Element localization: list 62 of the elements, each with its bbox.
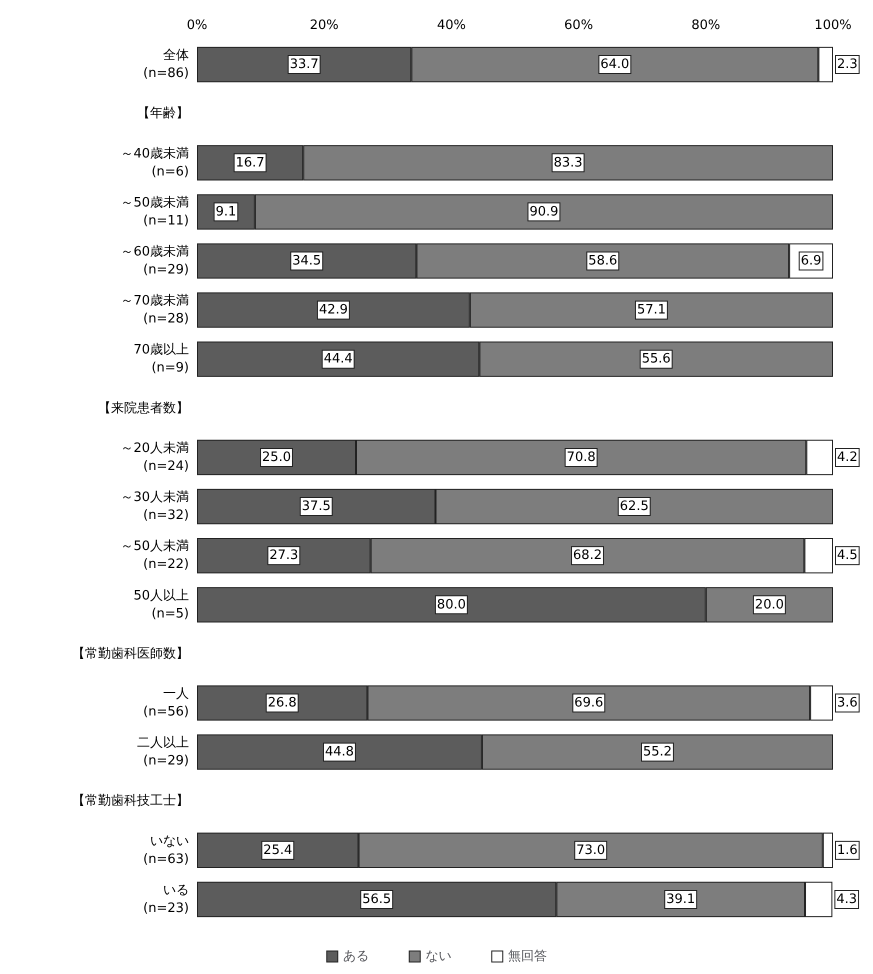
legend-label: ない <box>425 949 452 964</box>
data-label: 58.6 <box>588 254 618 268</box>
y-tick-label: 【年齢】 <box>137 106 189 122</box>
data-label: 20.0 <box>754 597 784 612</box>
x-tick-label: 60% <box>564 18 594 33</box>
data-label: 68.2 <box>573 548 602 564</box>
data-label: 73.0 <box>576 842 606 858</box>
data-label: 4.3 <box>836 892 858 907</box>
y-tick-label: 一人 (n=56) <box>143 686 189 720</box>
data-label: 83.3 <box>554 155 583 170</box>
y-tick-label: 70歳以上 (n=9) <box>133 342 189 376</box>
data-label: 6.9 <box>800 254 822 268</box>
data-label: 34.5 <box>292 254 322 268</box>
data-label: 70.8 <box>566 450 596 465</box>
legend-label: 無回答 <box>508 949 547 964</box>
data-label: 33.7 <box>290 57 319 72</box>
data-label: 64.0 <box>600 57 630 72</box>
data-label: 55.2 <box>642 744 672 760</box>
data-label: 57.1 <box>636 302 666 318</box>
data-label: 3.6 <box>837 696 858 710</box>
x-tick-label: 40% <box>436 18 466 33</box>
data-label: 55.6 <box>642 352 671 367</box>
data-label: 62.5 <box>620 499 649 514</box>
y-tick-label: ～60歳未満 (n=29) <box>120 244 189 278</box>
y-tick-label: ～50人未満 (n=22) <box>120 539 189 572</box>
data-label: 39.1 <box>666 892 696 907</box>
x-tick-label: 20% <box>310 18 339 33</box>
data-label: 80.0 <box>436 597 466 612</box>
data-label: 42.9 <box>318 302 348 318</box>
data-label: 56.5 <box>362 892 392 907</box>
data-label: 2.3 <box>837 57 858 72</box>
data-label: 44.8 <box>324 744 354 760</box>
x-tick-label: 0% <box>186 18 208 33</box>
x-tick-label: 80% <box>691 18 720 33</box>
data-label: 1.6 <box>837 842 858 858</box>
y-tick-label: いる (n=23) <box>143 882 189 916</box>
y-tick-label: 全体 (n=86) <box>143 48 189 82</box>
data-label: 37.5 <box>302 499 331 514</box>
y-tick-label: ～20人未満 (n=24) <box>120 440 189 474</box>
data-label: 4.2 <box>837 450 858 465</box>
y-tick-label: 【常勤歯科医師数】 <box>72 646 189 662</box>
data-label: 25.4 <box>263 842 292 858</box>
y-tick-label: 【来院患者数】 <box>98 400 189 416</box>
x-tick-label: 100% <box>814 18 852 33</box>
y-tick-label: ～40歳未満 (n=6) <box>120 146 189 180</box>
y-tick-label: ～70歳未満 (n=28) <box>120 294 189 327</box>
data-label: 25.0 <box>262 450 291 465</box>
y-tick-label: ～50歳未満 (n=11) <box>120 195 189 228</box>
data-label: 44.4 <box>324 352 353 367</box>
data-label: 90.9 <box>529 204 558 220</box>
data-label: 16.7 <box>236 155 265 170</box>
data-label: 69.6 <box>574 696 604 710</box>
y-tick-label: ～30人未満 (n=32) <box>120 490 189 524</box>
data-label: 4.5 <box>837 548 858 564</box>
data-label: 27.3 <box>269 548 298 564</box>
y-tick-label: いない (n=63) <box>143 834 189 867</box>
y-tick-label: 二人以上 (n=29) <box>137 736 189 769</box>
data-label: 26.8 <box>268 696 297 710</box>
legend-label: ある <box>342 949 369 964</box>
y-tick-label: 【常勤歯科技工士】 <box>72 794 189 809</box>
y-tick-label: 50人以上 (n=5) <box>133 588 189 622</box>
data-label: 9.1 <box>216 204 236 220</box>
